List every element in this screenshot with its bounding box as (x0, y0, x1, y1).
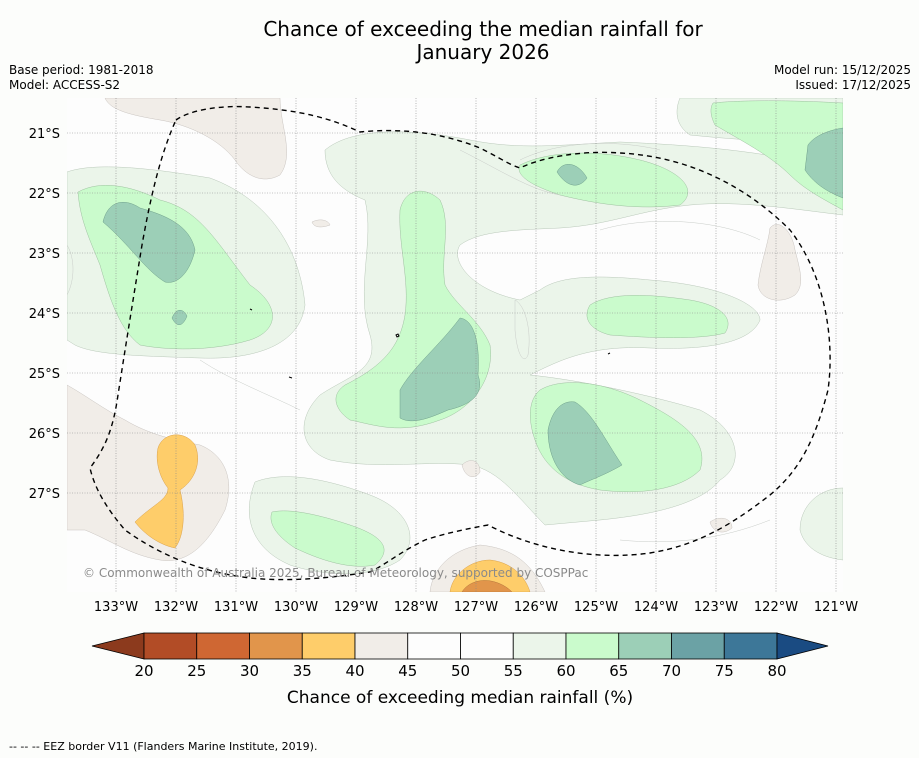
island-mark (249, 308, 253, 311)
run-info: Model run: 15/12/2025 Issued: 17/12/2025 (774, 63, 911, 93)
colorbar-swatch (407, 632, 461, 660)
model-run: Model run: 15/12/2025 (773, 63, 911, 77)
colorbar-swatch (565, 632, 620, 660)
colorbar-swatch (512, 632, 567, 660)
island-mark (288, 376, 293, 379)
island-mark (607, 352, 611, 355)
contour-40-45 (67, 98, 801, 592)
lon-label: 128°W (394, 600, 438, 615)
lat-label: 27°S (29, 487, 60, 502)
colorbar-tick-label: 40 (345, 662, 364, 680)
lat-label: 23°S (29, 247, 60, 262)
lat-label: 21°S (29, 127, 60, 142)
lat-label: 25°S (29, 367, 60, 382)
eez-border (89, 105, 831, 581)
island-mark (395, 333, 400, 338)
map-title: Chance of exceeding the median rainfall … (0, 18, 919, 64)
colorbar-swatches (143, 632, 778, 660)
lon-label: 125°W (574, 600, 618, 615)
lon-label: 127°W (454, 600, 498, 615)
colorbar-tick-label: 60 (556, 662, 575, 680)
lon-label: 121°W (814, 600, 858, 615)
colorbar-tick-label: 80 (767, 662, 786, 680)
map-plot-area: © Commonwealth of Australia 2025, Bureau… (67, 98, 843, 592)
colorbar-tick-label: 50 (451, 662, 470, 680)
colorbar-swatch (196, 632, 250, 660)
colorbar-tick-label: 75 (715, 662, 734, 680)
lon-label: 133°W (94, 600, 138, 615)
colorbar-swatch (618, 632, 672, 660)
colorbar-swatch (460, 632, 514, 660)
longitude-labels: 133°W 132°W 131°W 130°W 129°W 128°W 127°… (94, 600, 858, 615)
latitude-gridlines (67, 132, 843, 494)
lon-label: 122°W (754, 600, 798, 615)
colorbar-swatch (301, 632, 356, 660)
lon-label: 129°W (334, 600, 378, 615)
colorbar-tick-label: 65 (609, 662, 628, 680)
colorbar-swatch (671, 632, 725, 660)
colorbar-swatch (723, 632, 778, 660)
colorbar: 20 25 30 35 40 45 50 55 60 65 70 75 80 Chance of exc… (91, 632, 829, 708)
colorbar-tick-label: 45 (398, 662, 417, 680)
copyright-text: © Commonwealth of Australia 2025, Bureau… (83, 566, 588, 580)
colorbar-tick-labels: 20 25 30 35 40 45 50 55 60 65 70 75 80 (134, 662, 786, 680)
latitude-labels: 21°S 22°S 23°S 24°S 25°S 26°S 27°S (29, 127, 60, 502)
title-line-2: January 2026 (416, 40, 550, 64)
lon-label: 124°W (634, 600, 678, 615)
colorbar-tick-label: 20 (134, 662, 153, 680)
base-info: Base period: 1981-2018 Model: ACCESS-S2 (9, 63, 154, 93)
contour-65-70 (102, 127, 843, 486)
colorbar-tick-label: 25 (187, 662, 206, 680)
colorbar-tick-label: 70 (662, 662, 681, 680)
lat-label: 26°S (29, 427, 60, 442)
contour-30-35 (461, 580, 513, 592)
lat-label: 22°S (29, 187, 60, 202)
base-period: Base period: 1981-2018 (9, 63, 154, 77)
issued-date: Issued: 17/12/2025 (795, 78, 911, 92)
model-name: Model: ACCESS-S2 (9, 78, 121, 92)
colorbar-swatch (143, 632, 198, 660)
colorbar-label: Chance of exceeding median rainfall (%) (287, 688, 633, 708)
title-line-1: Chance of exceeding the median rainfall … (263, 17, 703, 41)
lon-label: 131°W (214, 600, 258, 615)
colorbar-tick-label: 30 (240, 662, 259, 680)
colorbar-tick-label: 55 (504, 662, 523, 680)
eez-footnote: -- -- -- EEZ border V11 (Flanders Marine… (9, 740, 318, 753)
lon-label: 132°W (154, 600, 198, 615)
colorbar-tick-label: 35 (293, 662, 312, 680)
colorbar-swatch (249, 632, 303, 660)
lon-label: 126°W (514, 600, 558, 615)
lon-label: 123°W (694, 600, 738, 615)
lon-label: 130°W (274, 600, 318, 615)
lat-label: 24°S (29, 307, 60, 322)
colorbar-swatch (354, 632, 409, 660)
island-marks (249, 308, 611, 379)
colorbar-over-arrow (776, 632, 829, 660)
colorbar-under-arrow (91, 632, 145, 660)
